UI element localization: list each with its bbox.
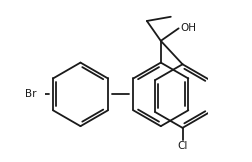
- Text: Cl: Cl: [177, 141, 187, 151]
- Text: Br: Br: [24, 89, 36, 99]
- Text: OH: OH: [180, 23, 196, 33]
